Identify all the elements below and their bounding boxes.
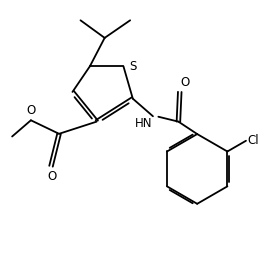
Text: HN: HN [134,117,152,130]
Text: O: O [47,170,57,183]
Text: Cl: Cl [247,134,259,147]
Text: S: S [129,60,136,73]
Text: O: O [26,104,36,117]
Text: O: O [181,76,190,89]
